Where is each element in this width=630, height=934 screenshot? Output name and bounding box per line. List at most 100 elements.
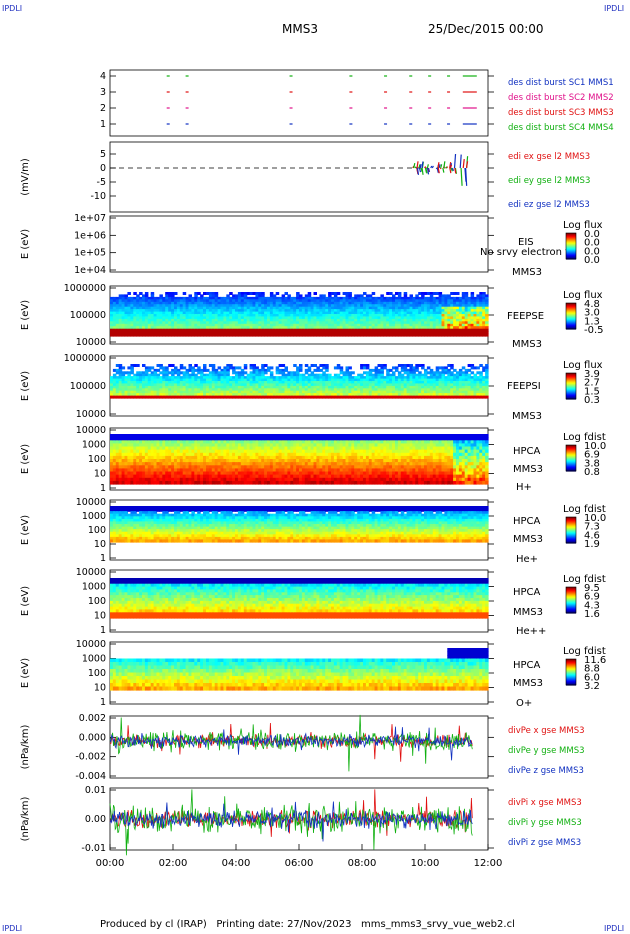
spectrogram-cell (456, 328, 460, 332)
spectrogram-cell (290, 299, 294, 303)
spectrogram-cell (240, 437, 245, 441)
spectrogram-cell (299, 323, 303, 327)
spectrogram-cell (133, 314, 137, 317)
spectrogram-cell (293, 323, 297, 327)
spectrogram-cell (397, 321, 402, 325)
spectrogram-cell (397, 292, 402, 295)
spectrogram-cell (255, 331, 259, 335)
spectrogram-cell (243, 309, 248, 313)
spectrogram-cell (188, 309, 192, 313)
spectrogram-cell (313, 299, 317, 303)
spectrogram-cell (176, 323, 181, 327)
spectrogram-cell (328, 311, 332, 315)
y-tick-label: 5 (100, 149, 106, 160)
spectrogram-cell (447, 301, 451, 305)
spectrogram-cell (342, 326, 347, 330)
spectrogram-cell (412, 304, 416, 308)
spectrogram-cell (328, 323, 332, 327)
spectrogram-cell (272, 314, 277, 317)
spectrogram-cell (235, 331, 239, 335)
spectrogram-cell (261, 318, 265, 322)
spectrogram-cell (418, 296, 422, 300)
spectrogram-cell (112, 333, 117, 337)
spectrogram-cell (290, 331, 294, 335)
spectrogram-cell (296, 304, 300, 308)
spectrogram-cell (139, 304, 143, 308)
spectrogram-cell (258, 299, 262, 303)
spectrogram-cell (168, 326, 172, 330)
spectrogram-cell (392, 296, 396, 300)
spectrogram-cell (115, 326, 120, 330)
spectrogram-cell (264, 314, 268, 317)
spectrogram-cell (174, 333, 178, 337)
spectrogram-cell (159, 304, 163, 308)
spectrogram-cell (458, 299, 463, 303)
spectrogram-cell (121, 331, 126, 335)
colorbar-step (566, 238, 576, 241)
spectrogram-cell (331, 292, 335, 295)
spectrogram-cell (464, 292, 469, 295)
spectrogram-cell (429, 314, 434, 317)
spectrogram-cell (296, 292, 300, 295)
spectrogram-cell (136, 306, 140, 310)
spectrogram-cell (127, 292, 131, 295)
spectrogram-cell (424, 301, 428, 305)
spectrogram-cell (124, 296, 128, 300)
spectrogram-cell (240, 314, 245, 317)
spectrogram-cell (214, 309, 219, 313)
spectrogram-cell (421, 314, 425, 317)
spectrogram-cell (118, 299, 123, 303)
spectrogram-cell (237, 296, 242, 300)
spectrogram-cell (240, 462, 245, 466)
spectrogram-cell (110, 321, 114, 325)
spectrogram-cell (171, 328, 175, 332)
spectrogram-cell (206, 318, 210, 322)
spectrogram-cell (200, 301, 204, 305)
spectrogram-cell (182, 328, 187, 332)
spectrogram-cell (208, 326, 213, 330)
spectrogram-cell (214, 296, 219, 300)
edi-spike (459, 154, 462, 169)
spectrogram-cell (249, 309, 254, 313)
spectrogram-cell (467, 314, 472, 317)
spectrogram-cell (400, 316, 405, 320)
spectrogram-cell (299, 309, 303, 313)
spectrogram-cell (313, 306, 317, 310)
spectrogram-cell (168, 306, 172, 310)
spectrogram-cell (220, 318, 224, 322)
edi-spike (449, 161, 452, 169)
spectrogram-cell (363, 296, 367, 300)
spectrogram-cell (395, 292, 399, 295)
colorbar-step (566, 237, 576, 240)
spectrogram-cell (426, 326, 431, 330)
colorbar-step (566, 254, 576, 257)
spectrogram-cell (432, 296, 437, 300)
spectrogram-cell (284, 309, 288, 313)
spectrogram-cell (144, 299, 149, 303)
spectrogram-cell (235, 314, 239, 317)
spectrogram-cell (185, 318, 190, 322)
instrument-label: HPCA (513, 446, 541, 457)
spectrogram-cell (147, 299, 152, 303)
spectrogram-cell (328, 326, 332, 330)
spectrogram-cell (139, 331, 143, 335)
spectrogram-cell (438, 301, 443, 305)
spectrogram-cell (322, 328, 326, 332)
spectrogram-cell (124, 304, 128, 308)
spectrogram-cell (118, 321, 123, 325)
spectrogram-cell (168, 333, 172, 337)
spectrogram-cell (249, 323, 254, 327)
spectrogram-cell (290, 306, 294, 310)
spectrogram-cell (171, 301, 175, 305)
spectrogram-cell (377, 296, 381, 300)
spectrogram-cell (360, 314, 364, 317)
spectrogram-cell (456, 309, 460, 313)
spectrogram-cell (348, 326, 352, 330)
spectrogram-cell (165, 328, 169, 332)
spectrogram-cell (232, 304, 236, 308)
spectrogram-cell (363, 299, 367, 303)
spectrogram-cell (127, 301, 131, 305)
spectrogram-cell (220, 301, 224, 305)
spectrogram-cell (127, 474, 131, 479)
spectrogram-cell (363, 333, 367, 337)
